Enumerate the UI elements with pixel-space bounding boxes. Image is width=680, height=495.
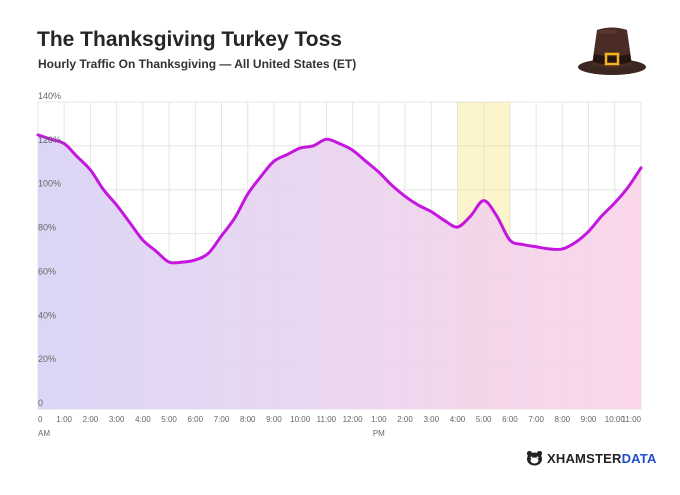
x-tick-label: 5:00 xyxy=(161,415,177,424)
x-tick-label: 3:00 xyxy=(109,415,125,424)
brand-logo: XHAMSTERDATA xyxy=(526,450,657,466)
x-tick-label: 7:00 xyxy=(528,415,544,424)
x-tick-label: 12:00 xyxy=(343,415,364,424)
hamster-logo-icon xyxy=(526,450,543,466)
area-layer xyxy=(38,134,641,409)
y-tick-label: 120% xyxy=(38,135,61,145)
chart-subtitle: Hourly Traffic On Thanksgiving — All Uni… xyxy=(38,57,357,71)
x-tick-label: 8:00 xyxy=(555,415,571,424)
x-tick-label: 9:00 xyxy=(581,415,597,424)
x-tick-label: 6:00 xyxy=(502,415,518,424)
x-tick-label: 2:00 xyxy=(83,415,99,424)
y-tick-label: 0 xyxy=(38,398,43,408)
x-tick-label: 0 xyxy=(38,415,43,424)
y-axis: 0 20% 40% 60% 80% 100% 120% 140% xyxy=(38,91,61,408)
brand-suffix: DATA xyxy=(621,450,657,466)
x-tick-label: 4:00 xyxy=(450,415,466,424)
x-tick-label: 11:00 xyxy=(317,415,337,424)
x-tick-label: 3:00 xyxy=(423,415,439,424)
x-tick-label: 10:00 xyxy=(290,415,311,424)
pilgrim-hat-icon xyxy=(578,27,646,75)
x-tick-label: 11:00 xyxy=(622,415,642,424)
area-fill xyxy=(38,134,641,409)
x-tick-label: 1:00 xyxy=(371,415,387,424)
line-layer xyxy=(36,133,643,265)
y-tick-label: 100% xyxy=(38,179,61,189)
x-tick-label: 5:00 xyxy=(476,415,492,424)
y-tick-label: 140% xyxy=(38,91,61,101)
x-tick-label: 10:00 xyxy=(605,415,626,424)
x-tick-label: 2:00 xyxy=(397,415,413,424)
chart-title: The Thanksgiving Turkey Toss xyxy=(37,28,342,51)
series-line xyxy=(36,133,643,265)
x-period-label: AM xyxy=(38,429,50,438)
x-tick-label: 9:00 xyxy=(266,415,282,424)
x-tick-label: 4:00 xyxy=(135,415,151,424)
x-tick-label: 1:00 xyxy=(56,415,72,424)
y-tick-label: 60% xyxy=(38,266,56,276)
y-tick-label: 80% xyxy=(38,223,56,233)
x-period-label: PM xyxy=(373,429,385,438)
x-tick-label: 6:00 xyxy=(188,415,204,424)
x-tick-label: 8:00 xyxy=(240,415,256,424)
x-tick-label: 7:00 xyxy=(214,415,230,424)
y-tick-label: 20% xyxy=(38,354,56,364)
brand-name: XHAMSTER xyxy=(547,450,622,466)
y-tick-label: 40% xyxy=(38,310,56,320)
x-axis: 0 1:00 2:00 3:00 4:00 5:00 6:00 7:00 8:00 9:00 10:… xyxy=(38,415,642,438)
